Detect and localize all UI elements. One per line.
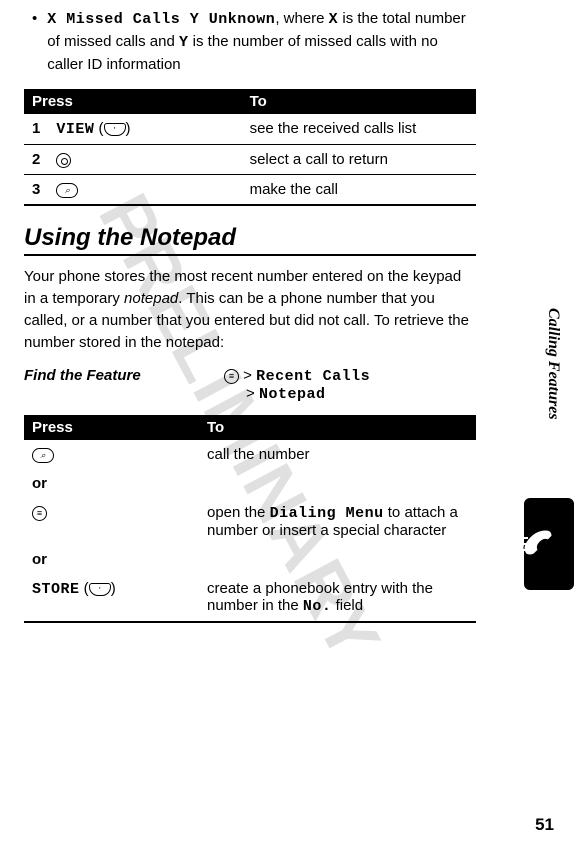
or-label: or (24, 469, 199, 498)
notepad-paragraph: Your phone stores the most recent number… (24, 266, 476, 353)
step-to: create a phonebook entry with the number… (199, 574, 476, 622)
bullet-item: • X Missed Calls Y Unknown, where X is t… (32, 8, 476, 75)
find-feature-row: Find the Feature ≡ > Recent Calls > Note… (24, 367, 476, 403)
table-row: 1 VIEW () see the received calls list (24, 114, 476, 145)
bullet-x: X (329, 11, 339, 28)
table-row: ≡ open the Dialing Menu to attach a numb… (24, 498, 476, 545)
bullet-rest: , where (275, 10, 328, 27)
menu-icon: ≡ (224, 369, 239, 384)
step-key: ⌕ (48, 175, 241, 206)
step-to: call the number (199, 440, 476, 469)
table-notepad: Press To ⌕ call the number or ≡ open the… (24, 415, 476, 623)
bullet-text: X Missed Calls Y Unknown, where X is the… (47, 8, 476, 75)
r3b: field (331, 597, 363, 614)
step-number: 3 (24, 175, 48, 206)
feature-line2: > Notepad (246, 385, 370, 403)
step-to: see the received calls list (242, 114, 476, 145)
table-row: 3 ⌕ make the call (24, 175, 476, 206)
softkey-icon (104, 123, 126, 136)
no-field-label: No. (303, 598, 332, 615)
call-icon: ⌕ (32, 448, 54, 463)
softkey-icon (89, 583, 111, 596)
or-row: or (24, 545, 476, 574)
bullet-marker: • (32, 8, 37, 75)
th-to: To (199, 415, 476, 440)
th-to: To (242, 89, 476, 114)
r2a: open the (207, 504, 270, 521)
gt1: > (239, 367, 256, 384)
gt2: > (246, 385, 259, 402)
section-heading: Using the Notepad (24, 224, 476, 256)
sidebar-section-label: Calling Features (544, 308, 562, 420)
th-press: Press (24, 415, 199, 440)
bullet-y: Y (179, 34, 189, 51)
bullet-lead-mono: X Missed Calls Y Unknown (47, 11, 275, 28)
phone-icon (516, 524, 566, 564)
step-to: make the call (242, 175, 476, 206)
table-row: STORE () create a phonebook entry with t… (24, 574, 476, 622)
sidebar-phone-graphic (524, 498, 574, 590)
step-to: select a call to return (242, 145, 476, 175)
table-received-calls: Press To 1 VIEW () see the received call… (24, 89, 476, 206)
or-row: or (24, 469, 476, 498)
step-key: VIEW () (48, 114, 241, 145)
step-to: open the Dialing Menu to attach a number… (199, 498, 476, 545)
key-label-store: STORE (32, 581, 80, 598)
step-key: ⌕ (24, 440, 199, 469)
menu-icon: ≡ (32, 506, 47, 521)
find-feature-label: Find the Feature (24, 367, 224, 403)
th-press: Press (24, 89, 242, 114)
notepad-label: Notepad (259, 386, 326, 403)
dialing-menu-label: Dialing Menu (270, 505, 384, 522)
para-italic: notepad (124, 290, 178, 307)
call-icon: ⌕ (56, 183, 78, 198)
step-number: 1 (24, 114, 48, 145)
step-number: 2 (24, 145, 48, 175)
step-key: STORE () (24, 574, 199, 622)
find-feature-path: ≡ > Recent Calls > Notepad (224, 367, 370, 403)
table-row: ⌕ call the number (24, 440, 476, 469)
table-row: 2 select a call to return (24, 145, 476, 175)
page-number: 51 (535, 815, 554, 835)
step-key (48, 145, 241, 175)
recent-calls-label: Recent Calls (256, 368, 370, 385)
or-label: or (24, 545, 199, 574)
key-label-view: VIEW (56, 121, 94, 138)
step-key: ≡ (24, 498, 199, 545)
feature-line1: ≡ > Recent Calls (224, 367, 370, 385)
nav-icon (56, 153, 71, 168)
